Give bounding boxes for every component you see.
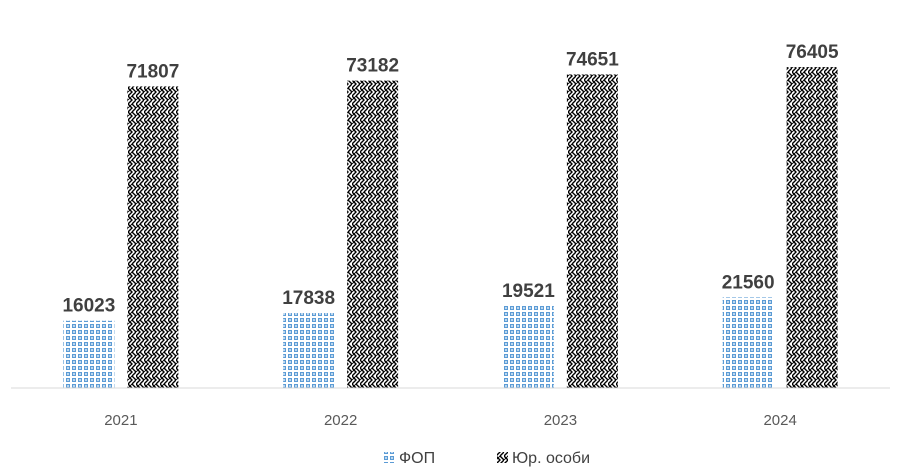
legend-swatch-fop bbox=[384, 452, 395, 463]
value-label-fop-2024: 21560 bbox=[722, 272, 775, 293]
bar-fop-2022 bbox=[283, 313, 335, 388]
value-label-fop-2022: 17838 bbox=[282, 288, 335, 309]
x-tick-label-2022: 2022 bbox=[324, 412, 357, 429]
value-labels-layer: 16023 71807 17838 73182 19521 74651 21560 76405 bbox=[62, 42, 839, 317]
x-tick-labels: 2021 2022 2023 2024 bbox=[104, 412, 797, 429]
x-tick-label-2023: 2023 bbox=[544, 412, 577, 429]
value-label-fop-2021: 16023 bbox=[62, 296, 115, 317]
legend-label-jur-osoby: Юр. особи bbox=[512, 450, 590, 467]
bar-jur-osoby-2022 bbox=[347, 80, 399, 389]
legend-label-fop: ФОП bbox=[399, 450, 435, 467]
value-label-jur-osoby-2021: 71807 bbox=[126, 61, 179, 82]
value-label-jur-osoby-2023: 74651 bbox=[566, 49, 619, 70]
x-tick-label-2024: 2024 bbox=[763, 412, 796, 429]
value-label-jur-osoby-2022: 73182 bbox=[346, 56, 399, 77]
bar-fop-2023 bbox=[502, 306, 554, 388]
value-label-jur-osoby-2024: 76405 bbox=[786, 42, 839, 63]
bars-layer bbox=[63, 67, 838, 389]
value-label-fop-2023: 19521 bbox=[502, 281, 555, 302]
legend: ФОП Юр. особи bbox=[384, 450, 590, 467]
legend-swatch-jur-osoby bbox=[497, 452, 508, 463]
bar-jur-osoby-2023 bbox=[566, 74, 618, 389]
bar-fop-2021 bbox=[63, 320, 115, 388]
bar-jur-osoby-2024 bbox=[786, 67, 838, 388]
bar-fop-2024 bbox=[722, 297, 774, 388]
bar-jur-osoby-2021 bbox=[127, 86, 179, 389]
x-tick-label-2021: 2021 bbox=[104, 412, 137, 429]
